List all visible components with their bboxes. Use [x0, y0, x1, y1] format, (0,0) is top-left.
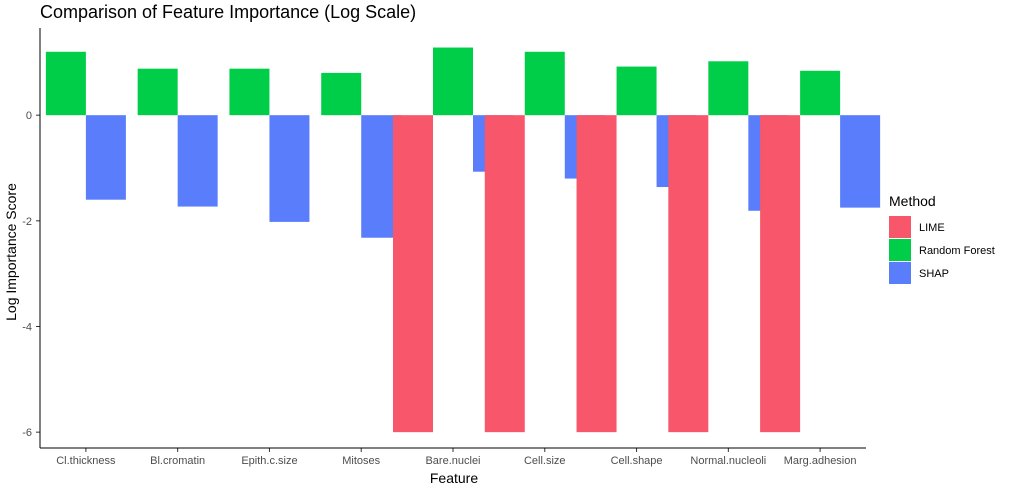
- bar-random-forest-cl-thickness: [45, 51, 86, 116]
- plot-area: [45, 47, 881, 433]
- y-tick-label: -4: [22, 321, 32, 333]
- legend-key-shap: [889, 262, 911, 284]
- x-tick-label: Cell.shape: [611, 455, 663, 467]
- x-tick-label: Normal.nucleoli: [690, 455, 766, 467]
- y-tick-label: -6: [22, 427, 32, 439]
- x-tick-label: Bare.nuclei: [425, 455, 480, 467]
- y-tick-label: -2: [22, 216, 32, 228]
- bar-random-forest-mitoses: [321, 72, 362, 116]
- x-tick-label: Cell.size: [524, 455, 566, 467]
- legend-key-lime: [889, 216, 911, 238]
- bar-random-forest-bl-cromatin: [137, 68, 178, 116]
- bar-lime-bare-nuclei: [393, 115, 433, 433]
- legend: Method LIME Random Forest SHAP: [889, 193, 995, 284]
- y-tick-label: 0: [26, 110, 32, 122]
- bar-shap-cl-thickness: [85, 115, 126, 200]
- chart-title: Comparison of Feature Importance (Log Sc…: [40, 2, 416, 22]
- bar-random-forest-cell-shape: [616, 66, 657, 116]
- x-tick-label: Epith.c.size: [241, 455, 297, 467]
- bar-lime-normal-nucleoli: [668, 115, 709, 433]
- legend-label: SHAP: [919, 268, 949, 280]
- x-tick-label: Mitoses: [342, 455, 380, 467]
- bar-random-forest-marg-adhesion: [800, 70, 841, 116]
- bar-shap-bl-cromatin: [177, 115, 218, 207]
- legend-label: Random Forest: [919, 245, 995, 257]
- bar-random-forest-epith-c-size: [229, 68, 270, 116]
- bar-lime-cell-shape: [576, 115, 617, 433]
- x-axis-title: Feature: [430, 470, 478, 486]
- bar-lime-marg-adhesion: [760, 115, 801, 433]
- x-tick-label: Cl.thickness: [56, 455, 116, 467]
- x-tick-label: Marg.adhesion: [784, 455, 857, 467]
- x-axis: Cl.thickness Bl.cromatin Epith.c.size Mitos…: [40, 447, 866, 467]
- bar-random-forest-cell-size: [524, 51, 565, 116]
- bar-random-forest-bare-nuclei: [433, 47, 473, 116]
- x-tick-label: Bl.cromatin: [150, 455, 205, 467]
- legend-key-random-forest: [889, 239, 911, 261]
- legend-label: LIME: [919, 222, 945, 234]
- bar-shap-epith-c-size: [269, 115, 310, 222]
- bar-lime-cell-size: [484, 115, 525, 433]
- legend-title: Method: [889, 193, 936, 209]
- y-axis-title: Log Importance Score: [3, 183, 19, 321]
- bar-shap-marg-adhesion: [840, 115, 881, 208]
- bar-random-forest-normal-nucleoli: [708, 61, 749, 116]
- y-axis: 0 -2 -4 -6: [22, 28, 41, 448]
